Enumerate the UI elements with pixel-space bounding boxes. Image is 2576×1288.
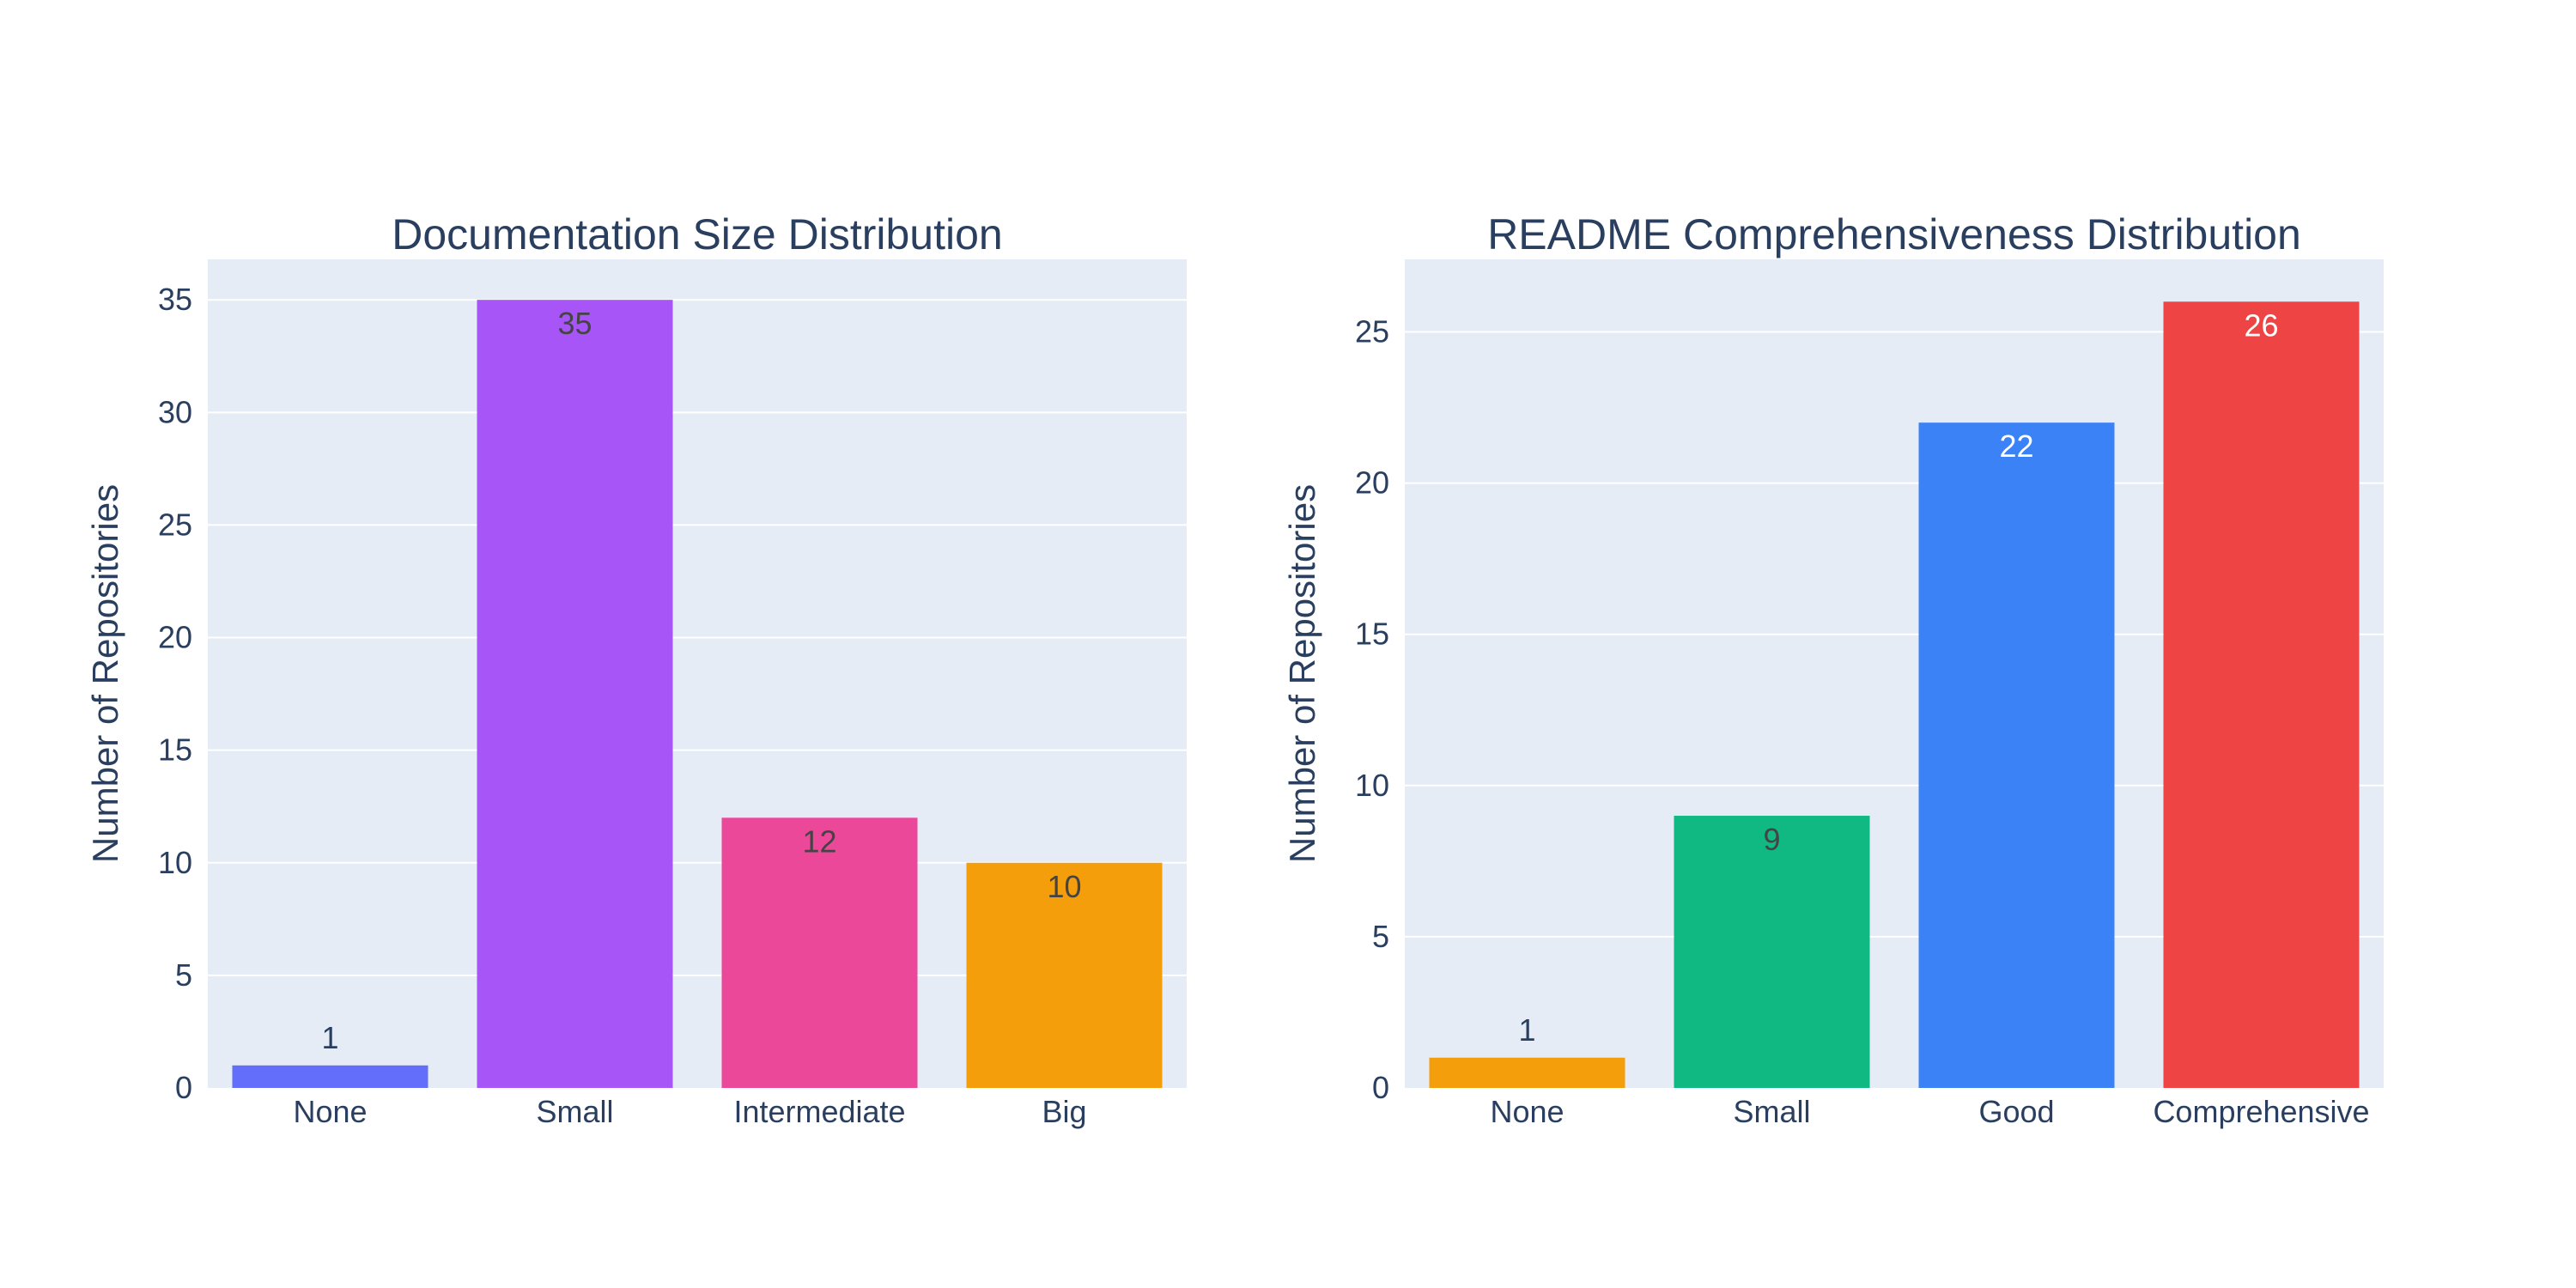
documentation-size-y-tick-label: 5 bbox=[175, 957, 192, 993]
readme-comprehensiveness-y-tick-label: 20 bbox=[1355, 465, 1389, 501]
documentation-size-chart-title: Documentation Size Distribution bbox=[392, 210, 1002, 258]
readme-comprehensiveness-y-tick-label: 5 bbox=[1372, 919, 1389, 954]
readme-comprehensiveness-x-tick-label-small: Small bbox=[1733, 1094, 1810, 1129]
readme-comprehensiveness-x-tick-label-good: Good bbox=[1978, 1094, 2054, 1129]
documentation-size-x-tick-label-big: Big bbox=[1042, 1094, 1086, 1129]
documentation-size-data-label-small: 35 bbox=[557, 306, 592, 341]
documentation-size-y-tick-label: 20 bbox=[158, 620, 192, 655]
documentation-size-bar-small bbox=[477, 300, 673, 1089]
readme-comprehensiveness-x-tick-label-none: None bbox=[1490, 1094, 1564, 1129]
documentation-size-bar-none bbox=[232, 1065, 428, 1088]
documentation-size-y-axis-title: Number of Repositories bbox=[85, 484, 125, 863]
documentation-size-chart: 0 5 10 15 20 25 30 35 1 None 35 Small 12 Intermediate… bbox=[85, 210, 1187, 1129]
readme-comprehensiveness-data-label-none: 1 bbox=[1518, 1012, 1535, 1048]
readme-comprehensiveness-data-label-comprehensive: 26 bbox=[2244, 307, 2278, 343]
documentation-size-bar-big bbox=[966, 862, 1163, 1088]
readme-comprehensiveness-chart: 0 5 10 15 20 25 1 None 9 Small 22 Good 26 Comprehensi… bbox=[1282, 210, 2384, 1129]
documentation-size-y-tick-label: 15 bbox=[158, 732, 192, 768]
documentation-size-y-tick-label: 10 bbox=[158, 845, 192, 880]
readme-comprehensiveness-bar-small bbox=[1674, 816, 1870, 1088]
readme-comprehensiveness-bar-good bbox=[1918, 422, 2115, 1088]
documentation-size-bar-intermediate bbox=[721, 817, 918, 1088]
readme-comprehensiveness-y-tick-label: 10 bbox=[1355, 768, 1389, 803]
documentation-size-data-label-intermediate: 12 bbox=[802, 823, 836, 859]
documentation-size-x-tick-label-none: None bbox=[293, 1094, 367, 1129]
readme-comprehensiveness-data-label-small: 9 bbox=[1763, 822, 1780, 857]
readme-comprehensiveness-bar-none bbox=[1429, 1057, 1625, 1088]
documentation-size-data-label-big: 10 bbox=[1047, 869, 1081, 904]
documentation-size-y-tick-label: 30 bbox=[158, 394, 192, 429]
readme-comprehensiveness-data-label-good: 22 bbox=[1999, 428, 2033, 464]
documentation-size-y-tick-label: 25 bbox=[158, 507, 192, 542]
readme-comprehensiveness-x-tick-label-comprehensive: Comprehensive bbox=[2153, 1094, 2369, 1129]
documentation-size-data-label-none: 1 bbox=[321, 1020, 338, 1055]
documentation-size-x-tick-label-intermediate: Intermediate bbox=[733, 1094, 905, 1129]
documentation-size-x-tick-label-small: Small bbox=[536, 1094, 613, 1129]
readme-comprehensiveness-y-tick-label: 15 bbox=[1355, 617, 1389, 652]
readme-comprehensiveness-y-axis-title: Number of Repositories bbox=[1282, 484, 1322, 863]
readme-comprehensiveness-y-tick-label: 0 bbox=[1372, 1070, 1389, 1105]
documentation-size-y-tick-label: 0 bbox=[175, 1070, 192, 1105]
readme-comprehensiveness-chart-title: README Comprehensiveness Distribution bbox=[1487, 210, 2301, 258]
readme-comprehensiveness-y-tick-label: 25 bbox=[1355, 314, 1389, 349]
readme-comprehensiveness-bar-comprehensive bbox=[2163, 301, 2360, 1088]
documentation-size-y-tick-label: 35 bbox=[158, 282, 192, 317]
